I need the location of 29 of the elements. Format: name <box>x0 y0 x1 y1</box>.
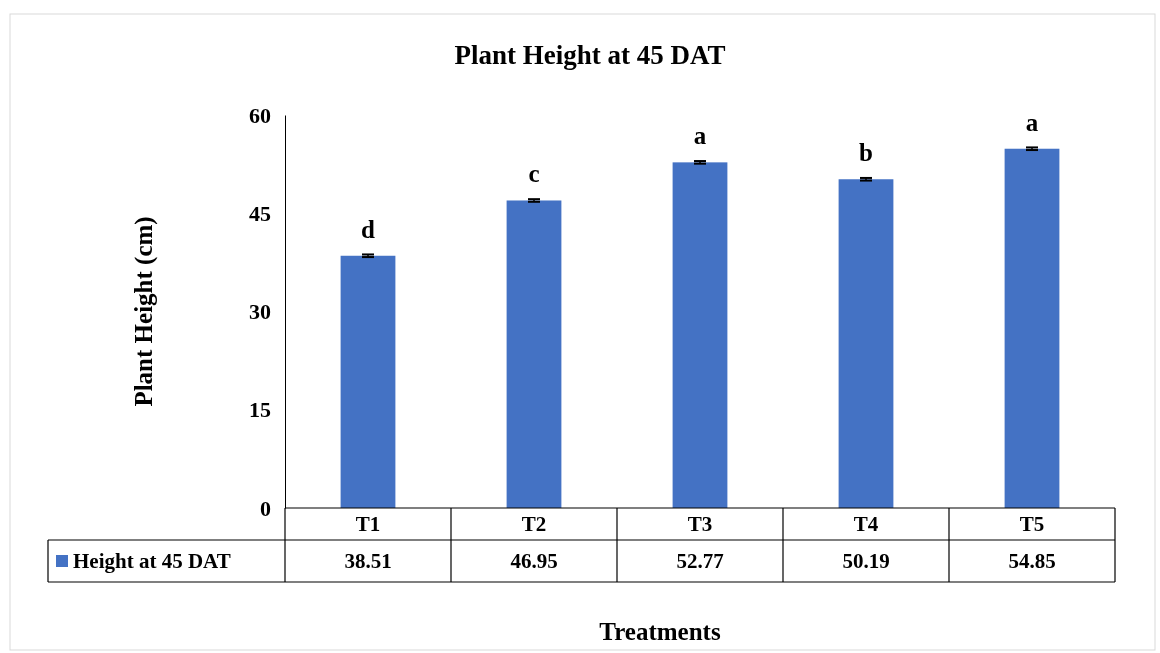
annotation: d <box>361 215 376 243</box>
data-label: 52.77 <box>676 549 724 574</box>
y-tick-label: 30 <box>249 299 271 325</box>
y-tick-label: 15 <box>249 397 271 423</box>
x-tick-label: T4 <box>853 512 879 537</box>
x-tick-label: T1 <box>355 512 381 537</box>
annotation: a <box>693 122 707 150</box>
annotation: b <box>859 139 873 167</box>
data-label: 50.19 <box>842 549 890 574</box>
x-tick-label: T3 <box>687 512 713 537</box>
annotation: c <box>528 160 540 188</box>
bar <box>1004 148 1060 508</box>
y-axis-title: Plant Height (cm) <box>130 216 158 407</box>
y-tick-label: 45 <box>249 200 271 226</box>
y-tick-label: 60 <box>249 102 271 128</box>
bar <box>506 200 562 508</box>
x-tick-label: T2 <box>521 512 547 537</box>
bar <box>672 162 728 508</box>
data-label: 54.85 <box>1008 549 1056 574</box>
annotation: a <box>1025 108 1039 136</box>
bar <box>838 179 894 508</box>
data-label: 46.95 <box>510 549 558 574</box>
y-tick-label: 0 <box>260 495 271 521</box>
bar <box>340 255 396 508</box>
x-axis-title: Treatments <box>599 618 721 645</box>
chart-title: Plant Height at 45 DAT <box>454 40 726 70</box>
x-tick-label: T5 <box>1019 512 1045 537</box>
data-label: 38.51 <box>344 549 392 574</box>
legend-label: Height at 45 DAT <box>73 549 231 574</box>
